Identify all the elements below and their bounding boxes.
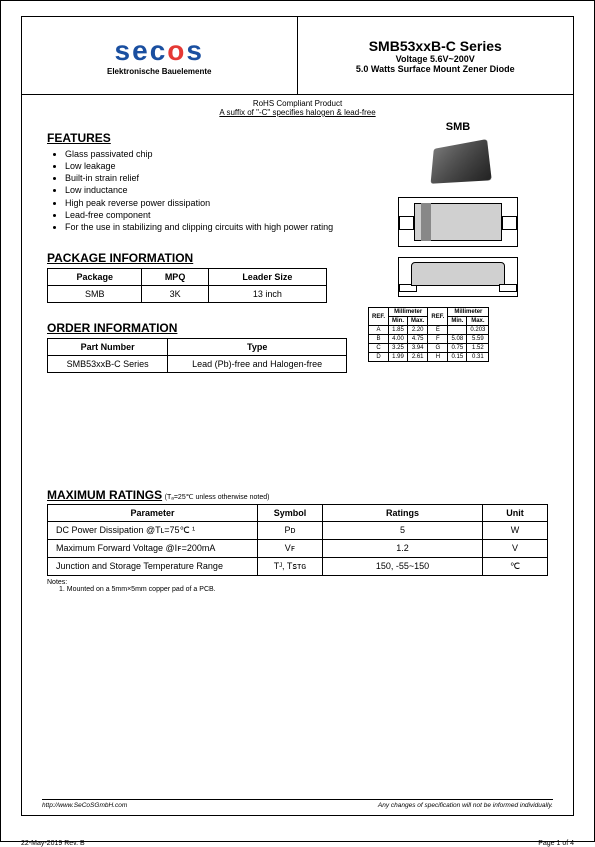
dim-header-max: Max. xyxy=(408,317,428,326)
rohs-note: RoHS Compliant Product A suffix of "-C" … xyxy=(22,95,573,121)
footer-disclaimer: Any changes of specification will not be… xyxy=(378,802,553,809)
features-heading: FEATURES xyxy=(47,131,347,145)
order-info-table: Part Number Type SMB53xxB-C Series Lead … xyxy=(47,338,347,373)
max-ratings-table: Parameter Symbol Ratings Unit DC Power D… xyxy=(47,504,548,576)
max-col: Symbol xyxy=(258,504,323,521)
dim-header-max: Max. xyxy=(467,317,489,326)
feature-item: Glass passivated chip xyxy=(65,148,347,160)
doc-subtitle-desc: 5.0 Watts Surface Mount Zener Diode xyxy=(356,64,515,74)
max-col: Unit xyxy=(483,504,548,521)
max-col: Parameter xyxy=(48,504,258,521)
header-title-cell: SMB53xxB-C Series Voltage 5.6V~200V 5.0 … xyxy=(298,17,574,94)
max-ratings-heading: MAXIMUM RATINGS xyxy=(47,488,162,502)
package-figures: SMB REF. Millimeter REF. Mill xyxy=(368,121,548,362)
dim-row: C 3.25 3.94 G 0.75 1.52 xyxy=(369,344,489,353)
package-side-outline xyxy=(398,257,518,297)
pkg-col: MPQ xyxy=(142,268,208,285)
rohs-line2: A suffix of "-C" specifies halogen & lea… xyxy=(22,108,573,117)
max-ratings-condition: (Tₐ=25℃ unless otherwise noted) xyxy=(165,494,270,501)
max-ratings-section: MAXIMUM RATINGS (Tₐ=25℃ unless otherwise… xyxy=(47,488,548,593)
doc-subtitle-voltage: Voltage 5.6V~200V xyxy=(396,54,475,64)
package-3d-icon xyxy=(423,137,493,187)
table-row: DC Power Dissipation @Tʟ=75℃ ¹ Pᴅ 5 W xyxy=(48,521,548,539)
order-col: Type xyxy=(168,338,347,355)
dim-header-min: Min. xyxy=(448,317,467,326)
table-row: SMB 3K 13 inch xyxy=(48,285,327,302)
notes-block: Notes: 1. Mounted on a 5mm×5mm copper pa… xyxy=(47,579,548,593)
dim-header-min: Min. xyxy=(389,317,408,326)
dimensions-table: REF. Millimeter REF. Millimeter Min. Max… xyxy=(368,307,489,362)
feature-item: For the use in stabilizing and clipping … xyxy=(65,221,347,233)
features-block: FEATURES Glass passivated chip Low leaka… xyxy=(47,131,347,233)
features-list: Glass passivated chip Low leakage Built-… xyxy=(65,148,347,233)
note-item: 1. Mounted on a 5mm×5mm copper pad of a … xyxy=(59,586,548,593)
pkg-col: Leader Size xyxy=(208,268,326,285)
notes-label: Notes: xyxy=(47,579,548,586)
header: secos Elektronische Bauelemente SMB53xxB… xyxy=(22,17,573,95)
header-logo-cell: secos Elektronische Bauelemente xyxy=(22,17,298,94)
footer-page: Page 1 of 4 xyxy=(538,840,574,847)
feature-item: Low leakage xyxy=(65,160,347,172)
feature-item: Low inductance xyxy=(65,184,347,196)
dim-row: D 1.99 2.61 H 0.15 0.31 xyxy=(369,353,489,362)
table-row: SMB53xxB-C Series Lead (Pb)-free and Hal… xyxy=(48,355,347,372)
table-row: Maximum Forward Voltage @Iꜰ=200mA Vꜰ 1.2… xyxy=(48,539,548,557)
table-row: Junction and Storage Temperature Range T… xyxy=(48,557,548,575)
feature-item: Built-in strain relief xyxy=(65,172,347,184)
dim-header-mm: Millimeter xyxy=(448,308,489,317)
max-col: Ratings xyxy=(323,504,483,521)
dim-row: B 4.00 4.75 F 5.08 5.59 xyxy=(369,335,489,344)
dim-header-mm: Millimeter xyxy=(389,308,428,317)
order-col: Part Number xyxy=(48,338,168,355)
dim-row: A 1.85 2.20 E 0.203 xyxy=(369,326,489,335)
page-frame: secos Elektronische Bauelemente SMB53xxB… xyxy=(21,16,574,816)
package-top-outline xyxy=(398,197,518,247)
feature-item: Lead-free component xyxy=(65,209,347,221)
outer-footer: 22-May-2019 Rev. B Page 1 of 4 xyxy=(21,840,574,847)
footer-date-rev: 22-May-2019 Rev. B xyxy=(21,840,85,847)
logo-subtitle: Elektronische Bauelemente xyxy=(107,67,211,76)
logo: secos xyxy=(115,35,204,67)
inner-footer: http://www.SeCoSGmbH.com Any changes of … xyxy=(42,799,553,809)
content-area: FEATURES Glass passivated chip Low leaka… xyxy=(22,121,573,603)
pkg-col: Package xyxy=(48,268,142,285)
footer-url: http://www.SeCoSGmbH.com xyxy=(42,802,127,809)
dim-header-ref: REF. xyxy=(428,308,448,326)
package-label: SMB xyxy=(368,121,548,133)
rohs-line1: RoHS Compliant Product xyxy=(22,99,573,108)
feature-item: High peak reverse power dissipation xyxy=(65,197,347,209)
package-info-table: Package MPQ Leader Size SMB 3K 13 inch xyxy=(47,268,327,303)
doc-title: SMB53xxB-C Series xyxy=(369,38,502,54)
dim-header-ref: REF. xyxy=(369,308,389,326)
